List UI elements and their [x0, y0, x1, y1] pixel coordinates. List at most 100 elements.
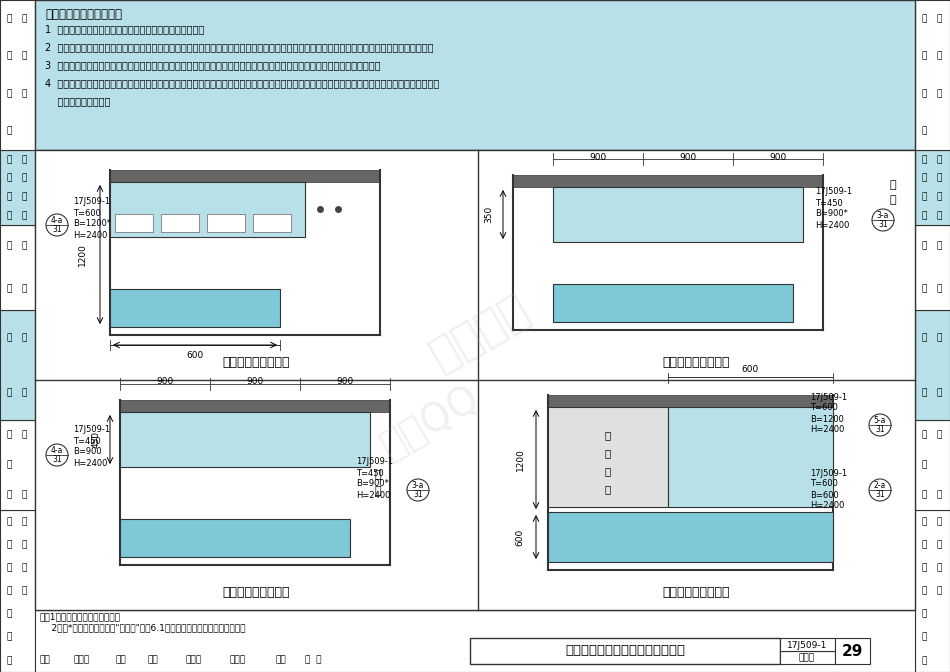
Text: 5-a: 5-a — [874, 415, 886, 425]
Text: 唐海兰: 唐海兰 — [185, 655, 201, 664]
Text: 组: 组 — [21, 517, 27, 526]
Text: 空: 空 — [922, 633, 926, 642]
Text: 居: 居 — [937, 173, 941, 183]
Bar — [915, 420, 950, 510]
Bar — [35, 0, 915, 150]
Bar — [668, 407, 833, 507]
Text: 分: 分 — [21, 89, 27, 98]
Text: 析: 析 — [922, 127, 926, 136]
Text: 3  餐厅的收纳宜根据餐厅在住宅户型中的位置，考虑其作为厨房收纳的辅助空间，如冰箱的布置等；或起居厅收纳的辅助空间。: 3 餐厅的收纳宜根据餐厅在住宅户型中的位置，考虑其作为厨房收纳的辅助空间，如冰箱… — [45, 60, 381, 70]
Text: 厅: 厅 — [7, 211, 11, 220]
Bar — [0, 420, 35, 510]
Text: 色等由设计师确定。: 色等由设计师确定。 — [45, 96, 110, 106]
Text: 入: 入 — [922, 155, 926, 164]
Bar — [915, 0, 950, 150]
Text: 图集号: 图集号 — [799, 653, 815, 663]
Text: 600: 600 — [516, 528, 524, 546]
Circle shape — [869, 479, 891, 501]
Text: 29: 29 — [842, 644, 863, 659]
Bar — [553, 284, 793, 322]
Text: 17J509-1: 17J509-1 — [787, 640, 827, 650]
Text: 350: 350 — [484, 206, 493, 222]
Text: 例: 例 — [937, 587, 941, 595]
Text: 说: 说 — [7, 52, 11, 60]
Text: 厨: 厨 — [374, 470, 381, 480]
Text: 31: 31 — [878, 220, 888, 229]
Text: 立: 立 — [922, 540, 926, 549]
Text: 17J509-1: 17J509-1 — [356, 458, 393, 466]
Bar — [115, 214, 153, 232]
Text: H=2400: H=2400 — [73, 458, 107, 468]
Bar — [780, 651, 835, 664]
Bar — [120, 519, 350, 557]
Text: H=2400: H=2400 — [73, 230, 107, 239]
Text: 17J509-1: 17J509-1 — [73, 425, 110, 435]
Text: 900: 900 — [246, 378, 263, 386]
Bar — [110, 170, 380, 182]
Text: 阳: 阳 — [21, 431, 27, 439]
Text: 餐厅整体收纳设计要点及布置示例: 餐厅整体收纳设计要点及布置示例 — [565, 644, 685, 657]
Text: 起: 起 — [21, 155, 27, 164]
Text: 需: 需 — [937, 14, 941, 24]
Text: 厅: 厅 — [922, 388, 926, 397]
Text: T=450: T=450 — [73, 437, 101, 446]
Text: 1200: 1200 — [516, 448, 524, 471]
Text: 900: 900 — [336, 378, 353, 386]
Text: B=900*: B=900* — [815, 210, 847, 218]
Text: 求: 求 — [937, 52, 941, 60]
Bar — [161, 214, 199, 232]
Text: 口: 口 — [922, 173, 926, 183]
Text: 层图例: 层图例 — [73, 655, 89, 664]
Text: 间: 间 — [922, 656, 926, 665]
Text: 审核: 审核 — [40, 655, 50, 664]
Text: 厨: 厨 — [937, 333, 941, 342]
Text: 餐厅收纳布置示例四: 餐厅收纳布置示例四 — [662, 585, 730, 599]
Bar — [110, 182, 305, 237]
Text: 2．标*尺寸是依据本图集"总说明"的第6.1条中符合基本模数的可变化尺寸。: 2．标*尺寸是依据本图集"总说明"的第6.1条中符合基本模数的可变化尺寸。 — [40, 624, 245, 632]
Text: 房: 房 — [374, 486, 381, 496]
Text: 空: 空 — [7, 633, 11, 642]
Text: 门: 门 — [922, 192, 926, 202]
Text: 17J509-1: 17J509-1 — [810, 392, 847, 401]
Bar — [35, 150, 915, 610]
Bar — [0, 310, 35, 420]
Circle shape — [407, 479, 429, 501]
Text: 餐: 餐 — [922, 333, 926, 342]
Text: 生: 生 — [7, 460, 11, 470]
Text: H=2400: H=2400 — [810, 425, 845, 435]
Text: 900: 900 — [679, 153, 696, 161]
Text: 校对: 校对 — [148, 655, 159, 664]
Text: T=600: T=600 — [810, 480, 838, 489]
Text: 房: 房 — [937, 388, 941, 397]
Text: T=600: T=600 — [810, 403, 838, 413]
Text: 间: 间 — [922, 491, 926, 499]
Text: 合: 合 — [937, 540, 941, 549]
Text: 书: 书 — [21, 242, 27, 251]
Text: 900: 900 — [770, 153, 787, 161]
Text: 3-a: 3-a — [411, 480, 425, 489]
Text: 合: 合 — [21, 540, 27, 549]
Text: 收: 收 — [7, 587, 11, 595]
Text: 房: 房 — [890, 195, 896, 205]
Bar — [35, 610, 915, 672]
Text: 房: 房 — [21, 284, 27, 293]
Text: 31: 31 — [875, 491, 884, 499]
Text: 庄晶明: 庄晶明 — [230, 655, 246, 664]
Bar — [915, 225, 950, 310]
Bar — [548, 512, 833, 562]
Text: 间: 间 — [7, 491, 11, 499]
Text: 31: 31 — [413, 491, 423, 499]
Text: 餐厅收纳布置示例三: 餐厅收纳布置示例三 — [222, 585, 290, 599]
Text: 总: 总 — [7, 14, 11, 24]
Text: T=450: T=450 — [815, 198, 843, 208]
Text: 厅: 厅 — [922, 211, 926, 220]
Text: 门: 门 — [7, 192, 11, 202]
Text: 书: 书 — [937, 242, 941, 251]
Text: 台: 台 — [21, 491, 27, 499]
Text: 餐厅收纳布置示例一: 餐厅收纳布置示例一 — [222, 355, 290, 368]
Text: 生: 生 — [922, 460, 926, 470]
Text: 示: 示 — [21, 563, 27, 573]
Text: 900: 900 — [589, 153, 607, 161]
Text: 卧: 卧 — [7, 242, 11, 251]
Text: 居: 居 — [605, 448, 611, 458]
